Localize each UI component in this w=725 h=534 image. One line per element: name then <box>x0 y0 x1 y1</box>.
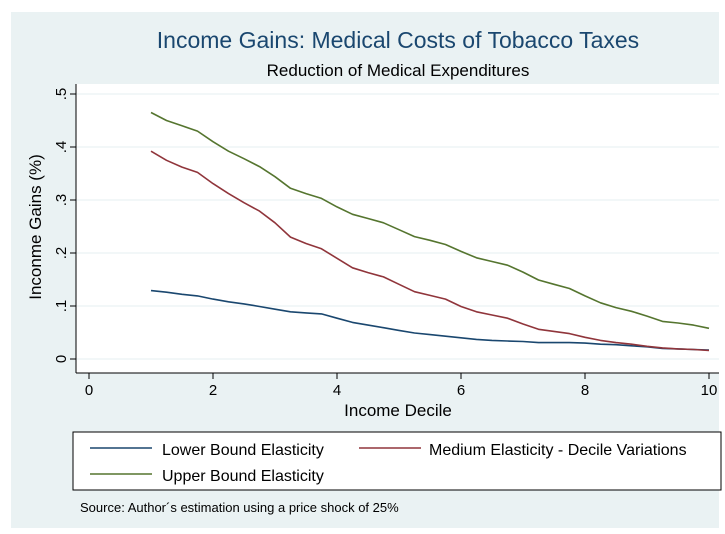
x-axis-title: Income Decile <box>344 401 452 420</box>
x-tick-label: 10 <box>701 382 718 399</box>
x-tick-label: 8 <box>581 382 589 399</box>
legend: Lower Bound Elasticity Medium Elasticity… <box>72 431 722 491</box>
y-axis-title: Inconme Gains (%) <box>26 154 45 300</box>
chart-subtitle: Reduction of Medical Expenditures <box>267 61 530 80</box>
gridlines <box>76 93 719 360</box>
series-line-lower-bound <box>150 289 710 351</box>
chart-title: Income Gains: Medical Costs of Tobacco T… <box>157 27 639 53</box>
y-tick-label: .4 <box>53 141 70 154</box>
series-line-medium <box>150 150 710 352</box>
x-tick-label: 2 <box>209 382 217 399</box>
data-series <box>150 111 710 352</box>
y-tick-label: 0 <box>53 355 70 363</box>
x-tick-label: 6 <box>457 382 465 399</box>
y-tick-label: .3 <box>53 194 70 207</box>
y-tick-label: .5 <box>53 88 70 101</box>
source-note: Source: Author´s estimation using a pric… <box>80 500 399 515</box>
series-line-upper-bound <box>150 111 710 330</box>
legend-label-medium: Medium Elasticity - Decile Variations <box>429 442 687 459</box>
y-tick-label: .1 <box>53 300 70 313</box>
legend-box <box>72 431 722 491</box>
x-tick-label: 4 <box>333 382 341 399</box>
axes: 0 .1 .2 .3 .4 .5 0 2 4 6 8 10 <box>53 84 719 399</box>
x-tick-label: 0 <box>85 382 93 399</box>
legend-label-upper: Upper Bound Elasticity <box>162 468 324 485</box>
legend-label-lower: Lower Bound Elasticity <box>162 442 324 459</box>
y-tick-label: .2 <box>53 247 70 260</box>
